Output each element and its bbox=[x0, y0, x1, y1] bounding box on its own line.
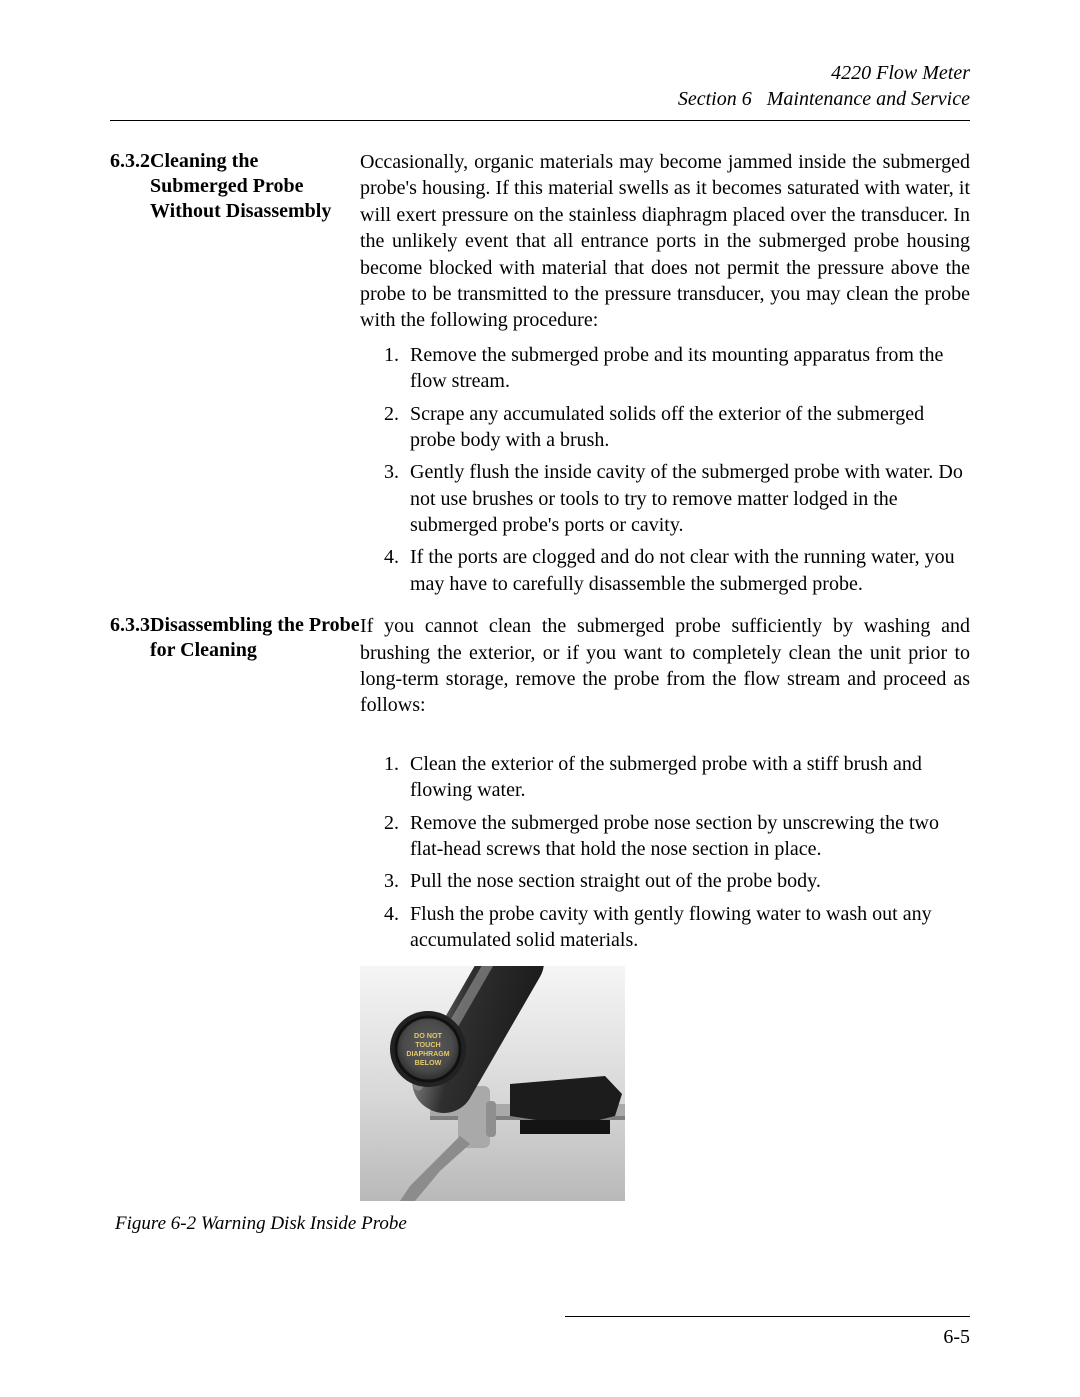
mount-base bbox=[520, 1120, 610, 1134]
list-item: Scrape any accumulated solids off the ex… bbox=[404, 401, 970, 454]
header-rule bbox=[110, 120, 970, 121]
section-title-text: Disassembling the Probe for Cleaning bbox=[150, 613, 360, 663]
list-item: Flush the probe cavity with gently flowi… bbox=[404, 901, 970, 954]
warning-disk-figure: DO NOT TOUCH DIAPHRAGM BELOW bbox=[360, 966, 625, 1201]
section-number: 6.3.3 bbox=[110, 613, 150, 663]
intro-paragraph: Occasionally, organic materials may beco… bbox=[360, 149, 970, 334]
section-heading: 6.3.3 Disassembling the Probe for Cleani… bbox=[110, 613, 360, 663]
section-body: If you cannot clean the submerged probe … bbox=[360, 613, 970, 1206]
section-body: Occasionally, organic materials may beco… bbox=[360, 149, 970, 609]
probe-band-edge bbox=[486, 1101, 496, 1137]
procedure-list: Remove the submerged probe and its mount… bbox=[360, 342, 970, 598]
figure-6-2: DO NOT TOUCH DIAPHRAGM BELOW bbox=[360, 966, 970, 1201]
section-header: Section 6 Maintenance and Service bbox=[110, 86, 970, 112]
section-633: 6.3.3 Disassembling the Probe for Cleani… bbox=[110, 613, 970, 1206]
section-number: 6.3.2 bbox=[110, 149, 150, 224]
list-item: Remove the submerged probe nose section … bbox=[404, 810, 970, 863]
section-label: Section 6 bbox=[678, 88, 752, 110]
page: 4220 Flow Meter Section 6 Maintenance an… bbox=[0, 0, 1080, 1397]
list-item: Pull the nose section straight out of th… bbox=[404, 868, 970, 894]
disk-text-4: BELOW bbox=[415, 1058, 442, 1067]
disk-text-1: DO NOT bbox=[414, 1031, 443, 1040]
figure-caption: Figure 6-2 Warning Disk Inside Probe bbox=[115, 1213, 970, 1235]
list-item: Remove the submerged probe and its mount… bbox=[404, 342, 970, 395]
disk-text-2: TOUCH bbox=[415, 1040, 440, 1049]
content-area: 6.3.2 Cleaning the Submerged Probe Witho… bbox=[110, 149, 970, 1235]
list-item: If the ports are clogged and do not clea… bbox=[404, 544, 970, 597]
footer-rule bbox=[565, 1316, 970, 1317]
warning-disk: DO NOT TOUCH DIAPHRAGM BELOW bbox=[390, 1011, 466, 1087]
section-632: 6.3.2 Cleaning the Submerged Probe Witho… bbox=[110, 149, 970, 609]
doc-title: 4220 Flow Meter bbox=[110, 60, 970, 86]
section-heading: 6.3.2 Cleaning the Submerged Probe Witho… bbox=[110, 149, 360, 224]
list-item: Gently flush the inside cavity of the su… bbox=[404, 459, 970, 538]
section-title-text: Cleaning the Submerged Probe Without Dis… bbox=[150, 149, 360, 224]
procedure-list: Clean the exterior of the submerged prob… bbox=[360, 751, 970, 954]
disk-text-3: DIAPHRAGM bbox=[406, 1051, 449, 1058]
section-title: Maintenance and Service bbox=[767, 88, 970, 110]
page-number: 6-5 bbox=[943, 1326, 970, 1349]
list-item: Clean the exterior of the submerged prob… bbox=[404, 751, 970, 804]
intro-paragraph: If you cannot clean the submerged probe … bbox=[360, 613, 970, 719]
page-header: 4220 Flow Meter Section 6 Maintenance an… bbox=[110, 60, 970, 118]
